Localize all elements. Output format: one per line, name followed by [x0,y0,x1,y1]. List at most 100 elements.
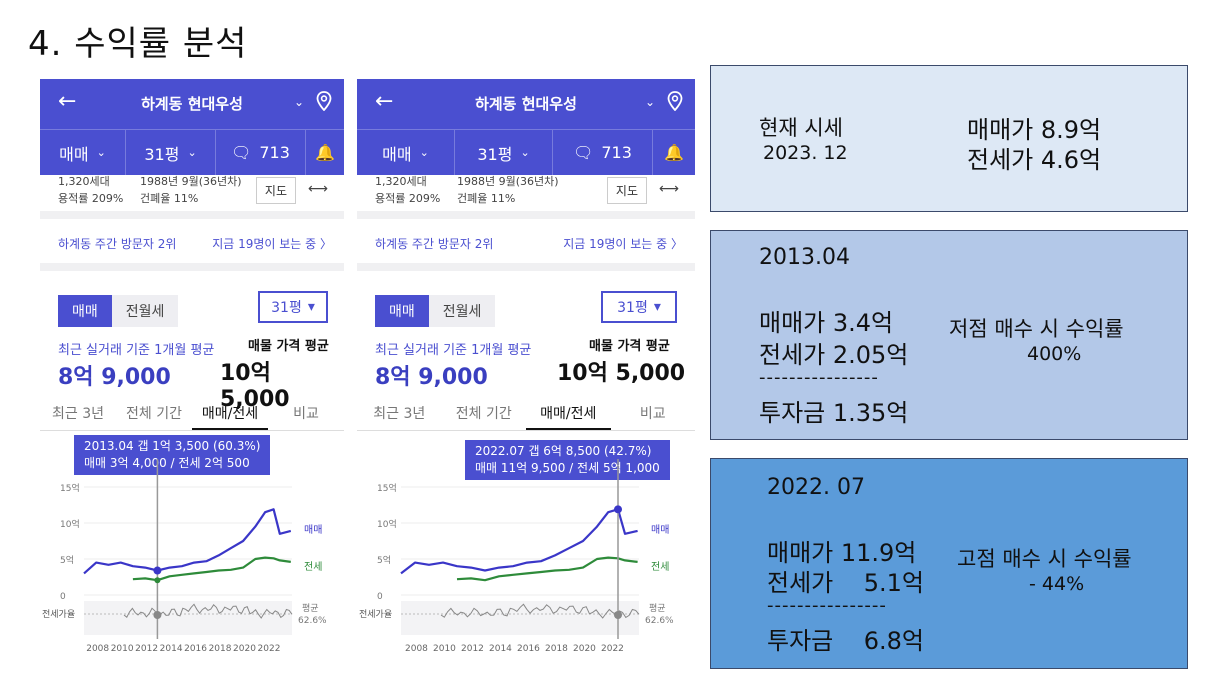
avg-label: 평균 [302,603,319,614]
x-tick-label: 2008 [405,644,428,654]
chevron-down-icon: ⌄ [187,146,197,159]
x-tick-label: 2010 [433,644,456,654]
chevron-down-icon[interactable]: ⌄ [644,95,655,109]
cursor-marker-ratio [614,611,622,619]
listing-price-label: 매물 가격 평균 [248,339,329,354]
x-tick-label: 2022 [601,644,624,654]
jeonse-series-line [456,556,638,582]
top-bar: ← 하계동 현대우성 ⌄ 매매 ⌄ 31평 ⌄ 🗨 713 🔔 [40,79,344,175]
apartment-name[interactable]: 하계동 현대우성 [475,95,577,113]
avg-value: 62.6% [645,616,674,626]
avg-label: 평균 [649,603,666,614]
high-buy-box: 2022. 07 매매가 11.9억 전세가 5.1억 ------------… [710,458,1188,669]
back-arrow-icon[interactable]: ← [375,89,394,114]
x-tick-label: 2020 [233,644,256,654]
y-tick-label: 5억 [60,554,74,566]
speech-bubble-icon: 🗨 [573,143,594,162]
deal-toggle[interactable]: 매매 전월세 [375,295,496,327]
floor-area-ratio: 용적률 209% [58,192,124,205]
toggle-sale[interactable]: 매매 [58,295,112,327]
jeonse-series-line [132,556,291,582]
current-price-box: 현재 시세 2023. 12 매매가 8.9억 전세가 4.6억 [710,65,1188,212]
toggle-jeonse[interactable]: 전월세 [428,295,496,327]
x-tick-label: 2012 [461,644,484,654]
y-tick-label: 15억 [377,482,397,494]
period-tabs[interactable]: 최근 3년 전체 기간 매매/전세 비교 [357,397,695,431]
deal-toggle[interactable]: 매매 전월세 [58,295,179,327]
deal-type-select[interactable]: 매매 ⌄ [357,130,455,175]
legend-sale: 매매 [304,524,322,536]
visitors-bar[interactable]: 하계동 주간 방문자 2위 지금 19명이 보는 중 〉 [40,219,344,271]
bell-icon[interactable]: 🔔 [664,143,684,162]
period-tabs[interactable]: 최근 3년 전체 기간 매매/전세 비교 [40,397,344,431]
top-bar: ← 하계동 현대우성 ⌄ 매매 ⌄ 31평 ⌄ 🗨 713 🔔 [357,79,695,175]
building-coverage: 건폐율 11% [457,192,516,205]
tooltip-gap: 2013.04 갭 1억 3,500 (60.3%) [84,439,261,453]
map-pin-icon[interactable] [316,91,332,111]
high-sale: 매매가 11.9억 [767,539,917,567]
legend-jeonse: 전세 [651,561,669,573]
tab-compare[interactable]: 비교 [639,406,666,422]
tab-compare[interactable]: 비교 [293,406,319,422]
share-icon[interactable]: ⟷ [307,181,328,197]
recent-price-label: 최근 실거래 기준 1개월 평균 [58,343,215,358]
map-button[interactable]: 지도 [606,177,647,204]
back-arrow-icon[interactable]: ← [58,89,77,114]
share-icon[interactable]: ⟷ [658,181,679,197]
comments-button[interactable]: 🗨 713 [553,130,653,175]
pyeong-dropdown[interactable]: 31평 ▾ [601,291,677,323]
cursor-marker-ratio [153,611,162,619]
low-sale: 매매가 3.4억 [759,309,894,337]
tab-recent-3y[interactable]: 최근 3년 [52,406,104,422]
comments-button[interactable]: 🗨 713 [216,130,306,175]
viewers-now[interactable]: 지금 19명이 보는 중 〉 [563,237,683,251]
high-date: 2022. 07 [767,475,865,500]
tab-sale-jeonse[interactable]: 매매/전세 [526,397,611,430]
bell-icon[interactable]: 🔔 [315,143,335,162]
x-tick-label: 2016 [184,644,207,654]
low-jeonse: 전세가 2.05억 [759,341,909,369]
tooltip-prices: 매매 3억 4,000 / 전세 2억 500 [84,456,250,470]
pyeong-select[interactable]: 31평 ⌄ [455,130,553,175]
cursor-marker-sale [614,505,622,514]
legend-sale: 매매 [651,524,669,536]
tab-recent-3y[interactable]: 최근 3년 [373,406,426,422]
x-tick-label: 2012 [135,644,158,654]
visitors-bar[interactable]: 하계동 주간 방문자 2위 지금 19명이 보는 중 〉 [357,219,695,271]
x-tick-label: 2020 [573,644,596,654]
y-tick-label: 10억 [377,518,397,530]
high-jeonse: 전세가 5.1억 [767,569,925,597]
x-tick-label: 2018 [209,644,232,654]
chevron-down-icon: ⌄ [96,146,106,159]
pyeong-dropdown[interactable]: 31평 ▾ [258,291,328,323]
apt-info: 1,320세대 용적률 209% 1988년 9월(36년차) 건폐율 11% 지도… [357,175,695,219]
tab-all-period[interactable]: 전체 기간 [126,406,182,422]
visitor-rank: 하계동 주간 방문자 2위 [58,237,177,251]
sale-series-line [400,508,638,575]
toggle-jeonse[interactable]: 전월세 [111,295,179,327]
chevron-down-icon[interactable]: ⌄ [293,95,304,109]
map-pin-icon[interactable] [667,91,683,111]
toggle-sale[interactable]: 매매 [375,295,429,327]
tab-all-period[interactable]: 전체 기간 [455,406,512,422]
viewers-now[interactable]: 지금 19명이 보는 중 〉 [212,237,332,251]
chart-tooltip: 2013.04 갭 1억 3,500 (60.3%) 매매 3억 4,000 /… [74,435,271,475]
chevron-down-icon: ⌄ [419,146,429,159]
built-year: 1988년 9월(36년차) [140,175,242,188]
low-divider: ---------------- [759,367,879,388]
y-tick-label: 10억 [60,518,80,530]
app-screenshot-2022: ← 하계동 현대우성 ⌄ 매매 ⌄ 31평 ⌄ 🗨 713 🔔 1,320세대 용적률 … [357,79,695,664]
tooltip-gap: 2022.07 갭 6억 8,500 (42.7%) [475,444,652,458]
listing-price: 10억 5,000 [557,361,686,386]
map-button[interactable]: 지도 [255,177,296,204]
ratio-label: 전세가율 [42,609,75,620]
x-tick-label: 2014 [160,644,183,654]
tab-sale-jeonse[interactable]: 매매/전세 [192,397,268,430]
pyeong-select[interactable]: 31평 ⌄ [126,130,216,175]
apartment-name[interactable]: 하계동 현대우성 [141,95,243,113]
deal-type-select[interactable]: 매매 ⌄ [40,130,126,175]
x-tick-label: 2010 [111,644,134,654]
floor-area-ratio: 용적률 209% [375,192,441,205]
